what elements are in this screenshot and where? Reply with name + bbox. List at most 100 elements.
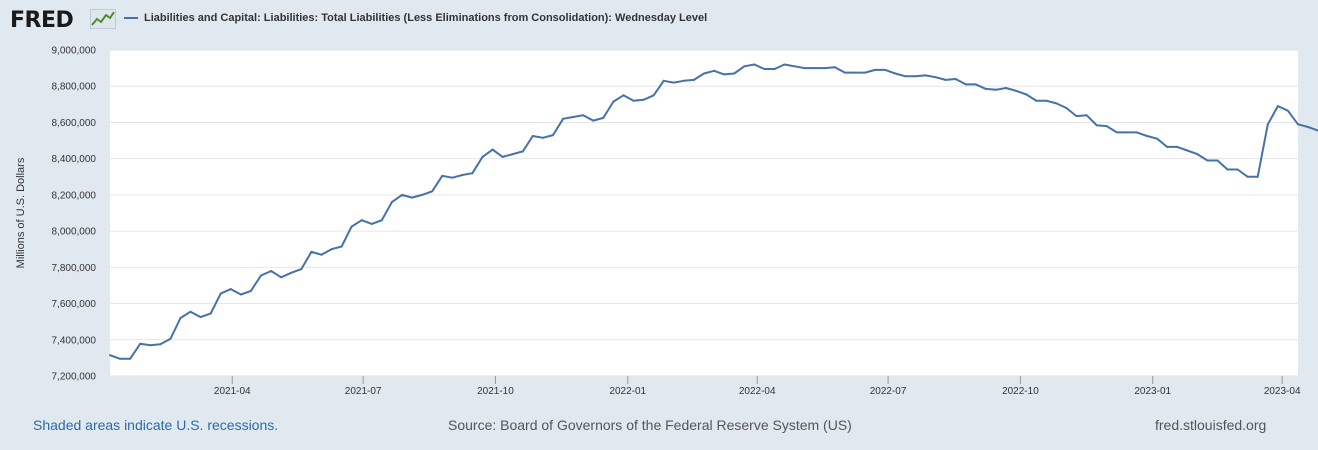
data-point xyxy=(1025,93,1028,96)
source-text: Source: Board of Governors of the Federa… xyxy=(448,417,852,433)
data-point xyxy=(1146,135,1148,137)
data-point xyxy=(1005,87,1007,89)
y-tick-label: 8,000,000 xyxy=(52,227,97,238)
data-point xyxy=(129,357,132,360)
y-tick-label: 8,800,000 xyxy=(52,82,97,93)
data-point xyxy=(1095,124,1098,127)
data-point xyxy=(179,317,182,319)
data-point xyxy=(552,134,554,137)
data-point xyxy=(582,114,585,117)
data-point xyxy=(773,68,776,70)
data-point xyxy=(360,219,363,222)
data-point xyxy=(713,69,716,72)
data-point xyxy=(813,67,816,70)
data-point xyxy=(854,71,856,74)
data-point xyxy=(531,135,534,137)
site-link[interactable]: fred.stlouisfed.org xyxy=(1155,417,1267,433)
recessions-note-link[interactable]: Shaded areas indicate U.S. recessions. xyxy=(33,417,279,433)
data-point xyxy=(1276,105,1279,108)
data-point xyxy=(1135,131,1138,134)
data-point xyxy=(149,344,152,347)
data-point xyxy=(330,248,333,251)
data-point xyxy=(602,116,605,119)
data-point xyxy=(1196,153,1199,156)
fred-graph-icon xyxy=(90,9,116,29)
data-point xyxy=(169,337,172,340)
data-point xyxy=(1105,125,1108,128)
x-tick-label: 2021-10 xyxy=(477,386,514,397)
data-point xyxy=(783,63,786,66)
data-point xyxy=(280,276,283,279)
y-tick-label: 7,600,000 xyxy=(52,299,97,310)
data-points xyxy=(109,63,1318,360)
data-point xyxy=(471,172,474,175)
x-tick-label: 2022-01 xyxy=(609,386,646,397)
x-tick-label: 2023-01 xyxy=(1134,386,1171,397)
data-point xyxy=(421,193,424,196)
data-point xyxy=(1125,131,1128,134)
data-point xyxy=(411,196,413,199)
data-point xyxy=(209,312,212,315)
data-point xyxy=(622,94,625,97)
data-point xyxy=(1216,159,1219,162)
data-point xyxy=(350,225,353,228)
data-point xyxy=(1085,114,1088,117)
data-point xyxy=(229,288,232,291)
data-point xyxy=(441,174,444,177)
x-tick-label: 2022-10 xyxy=(1002,386,1039,397)
data-point xyxy=(541,136,544,139)
data-point xyxy=(682,79,685,82)
data-point xyxy=(1297,123,1299,126)
data-point xyxy=(562,117,565,120)
fred-logo[interactable]: FRED xyxy=(10,8,74,33)
x-tick-label: 2021-07 xyxy=(345,386,382,397)
data-point xyxy=(884,68,887,71)
data-point xyxy=(1236,168,1239,171)
data-point xyxy=(904,75,907,78)
line-chart: 7,200,000 7,400,000 7,600,000 7,800,000 8,00… xyxy=(15,46,1318,397)
data-point xyxy=(219,292,222,295)
y-tick-label: 8,600,000 xyxy=(52,118,97,129)
data-point xyxy=(431,190,434,193)
legend-line-swatch xyxy=(124,17,138,19)
data-point xyxy=(159,343,162,346)
data-point xyxy=(864,71,867,74)
gridlines xyxy=(110,49,1298,377)
data-point xyxy=(501,155,504,158)
chart-legend: Liabilities and Capital: Liabilities: To… xyxy=(124,12,707,24)
y-tick-label: 7,800,000 xyxy=(52,263,97,274)
data-point xyxy=(793,65,796,68)
data-point xyxy=(310,250,313,253)
data-point xyxy=(632,99,635,102)
x-axis: 2021-04 2021-07 2021-10 2022-01 2022-04 2022-… xyxy=(214,376,1301,397)
plot-area xyxy=(110,50,1298,376)
data-point xyxy=(119,357,122,360)
data-point xyxy=(1015,89,1018,92)
data-point xyxy=(803,67,806,70)
data-point xyxy=(672,81,675,84)
data-point xyxy=(894,72,897,75)
data-point xyxy=(239,293,242,296)
data-point xyxy=(723,73,726,76)
data-point xyxy=(1266,123,1269,126)
data-point xyxy=(461,174,464,176)
data-point xyxy=(692,78,695,81)
data-point xyxy=(924,74,927,77)
data-point xyxy=(954,78,957,80)
y-tick-label: 9,000,000 xyxy=(52,46,97,57)
x-tick-label: 2022-04 xyxy=(739,386,776,397)
legend-label: Liabilities and Capital: Liabilities: To… xyxy=(144,12,708,24)
data-point xyxy=(1045,99,1048,102)
data-point xyxy=(189,310,192,313)
data-point xyxy=(964,83,967,86)
data-point xyxy=(139,342,142,345)
data-point xyxy=(1226,168,1229,171)
x-tick-label: 2023-04 xyxy=(1264,386,1301,397)
data-point xyxy=(823,67,826,70)
data-point xyxy=(1256,175,1259,178)
data-point xyxy=(249,289,252,292)
data-point xyxy=(521,150,524,153)
data-point xyxy=(642,98,645,101)
data-point xyxy=(1156,137,1159,140)
data-point xyxy=(592,119,595,122)
